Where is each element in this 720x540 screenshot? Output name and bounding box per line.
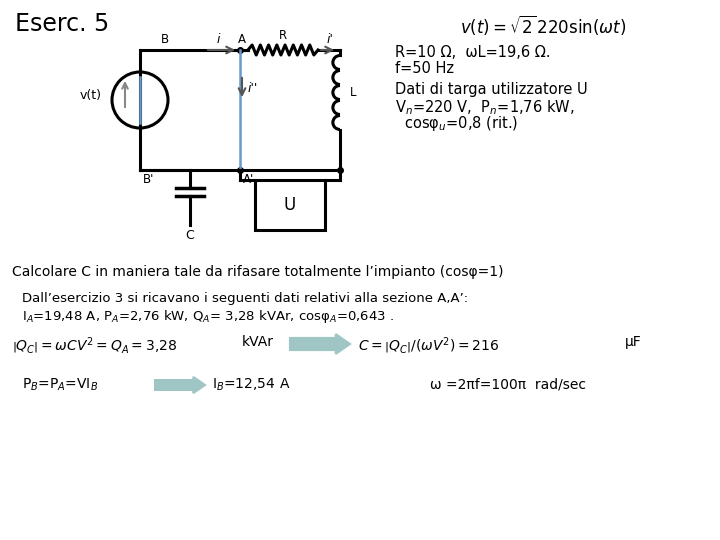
Text: R=10 Ω,  ωL=19,6 Ω.: R=10 Ω, ωL=19,6 Ω.	[395, 45, 551, 60]
Text: Eserc. 5: Eserc. 5	[15, 12, 109, 36]
Text: $\left|Q_C\right| = \omega CV^2 = Q_A = 3{,}28$: $\left|Q_C\right| = \omega CV^2 = Q_A = …	[12, 335, 177, 356]
Text: P$_B$=P$_A$=VI$_B$: P$_B$=P$_A$=VI$_B$	[22, 377, 98, 394]
Text: A': A'	[243, 173, 254, 186]
Text: V$_n$=220 V,  P$_n$=1,76 kW,: V$_n$=220 V, P$_n$=1,76 kW,	[395, 98, 575, 117]
Text: μF: μF	[625, 335, 642, 349]
Text: I$_A$=19,48 A, P$_A$=2,76 kW, Q$_A$= 3,28 kVAr, cosφ$_A$=0,643 .: I$_A$=19,48 A, P$_A$=2,76 kW, Q$_A$= 3,2…	[22, 308, 394, 325]
Text: Dati di targa utilizzatore U: Dati di targa utilizzatore U	[395, 82, 588, 97]
Text: A: A	[238, 33, 246, 46]
Text: $v(t) = \sqrt{2}\,220\sin(\omega t)$: $v(t) = \sqrt{2}\,220\sin(\omega t)$	[460, 13, 626, 37]
Text: f=50 Hz: f=50 Hz	[395, 61, 454, 76]
FancyArrow shape	[155, 377, 205, 393]
Text: ω =2πf=100π  rad/sec: ω =2πf=100π rad/sec	[430, 377, 586, 391]
FancyArrow shape	[290, 334, 350, 354]
Text: B': B'	[143, 173, 154, 186]
Text: R: R	[279, 29, 287, 42]
Text: U: U	[284, 196, 296, 214]
Text: B: B	[161, 33, 169, 46]
Text: i'': i''	[248, 82, 258, 94]
Text: Calcolare C in maniera tale da rifasare totalmente l’impianto (cosφ=1): Calcolare C in maniera tale da rifasare …	[12, 265, 503, 279]
Bar	[255, 180, 325, 230]
Text: L: L	[350, 86, 356, 99]
Text: i: i	[216, 33, 220, 46]
Text: cosφ$_u$=0,8 (rit.): cosφ$_u$=0,8 (rit.)	[395, 114, 518, 133]
Text: kVAr: kVAr	[242, 335, 274, 349]
Text: Dall’esercizio 3 si ricavano i seguenti dati relativi alla sezione A,A’:: Dall’esercizio 3 si ricavano i seguenti …	[22, 292, 468, 305]
Text: i': i'	[327, 33, 333, 46]
Text: I$_B$=12,54 A: I$_B$=12,54 A	[212, 377, 290, 394]
Text: v(t): v(t)	[80, 89, 102, 102]
Text: $C = \left|Q_C\right|/(\omega V^2) = 216$: $C = \left|Q_C\right|/(\omega V^2) = 216…	[358, 335, 500, 356]
Text: C: C	[186, 229, 194, 242]
